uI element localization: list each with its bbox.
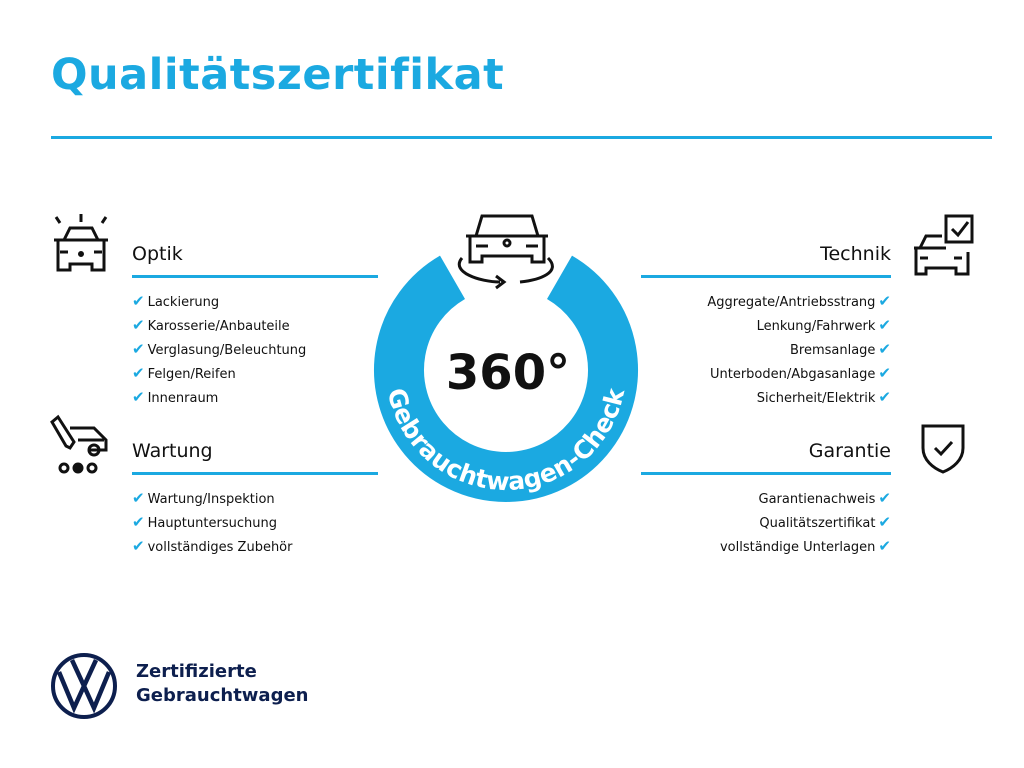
check-icon: ✔	[878, 292, 891, 310]
section-optik: Optik ✔ Lackierung ✔ Karosserie/Anbauteile…	[132, 243, 378, 412]
list-item: ✔ Lackierung	[132, 292, 220, 310]
check-icon: ✔	[878, 340, 891, 358]
check-icon: ✔	[132, 316, 145, 334]
list-item: vollständige Unterlagen ✔	[719, 537, 891, 555]
list-item: Qualitätszertifikat ✔	[759, 513, 891, 531]
vw-logo	[51, 653, 117, 719]
check-icon: ✔	[878, 513, 891, 531]
list-item: ✔ vollständiges Zubehör	[132, 537, 293, 555]
list-item: Unterboden/Abgasanlage ✔	[709, 364, 891, 382]
check-icon: ✔	[878, 316, 891, 334]
car-lights-icon	[54, 214, 108, 272]
check-icon: ✔	[132, 388, 145, 406]
check-icon: ✔	[132, 292, 145, 310]
section-heading: Optik	[132, 243, 183, 265]
check-icon: ✔	[132, 364, 145, 382]
brand-line-1: Zertifizierte	[136, 661, 257, 682]
list-item: ✔ Felgen/Reifen	[132, 364, 236, 382]
list-item: ✔ Karosserie/Anbauteile	[132, 316, 290, 334]
section-wartung: Wartung ✔ Wartung/Inspektion ✔ Hauptunters…	[132, 440, 378, 561]
list-item: Bremsanlage ✔	[789, 340, 891, 358]
brand-text: Zertifizierte Gebrauchtwagen	[136, 660, 308, 708]
section-divider	[132, 275, 378, 278]
list-item: ✔ Innenraum	[132, 388, 219, 406]
section-technik: Technik Aggregate/Antriebsstrang ✔ Lenkun…	[641, 243, 891, 412]
car-checklist-icon	[914, 214, 974, 276]
badge-value: 360°	[446, 345, 570, 401]
list-item: ✔ Wartung/Inspektion	[132, 489, 275, 507]
list-item: Sicherheit/Elektrik ✔	[756, 388, 891, 406]
section-heading: Wartung	[132, 440, 213, 462]
badge-ring	[374, 255, 638, 502]
check-icon: ✔	[132, 489, 145, 507]
section-divider	[132, 472, 378, 475]
list-item: Aggregate/Antriebsstrang ✔	[707, 292, 891, 310]
list-item: Garantienachweis ✔	[758, 489, 891, 507]
check-icon: ✔	[132, 513, 145, 531]
section-heading: Garantie	[808, 440, 891, 462]
list-item: ✔ Verglasung/Beleuchtung	[132, 340, 307, 358]
check-icon: ✔	[132, 340, 145, 358]
brand-line-2: Gebrauchtwagen	[136, 685, 309, 706]
section-garantie: Garantie Garantienachweis ✔ Qualitätszert…	[641, 440, 891, 561]
section-divider	[641, 275, 891, 278]
page-title: Qualitätszertifikat	[51, 50, 505, 100]
section-divider	[641, 472, 891, 475]
list-item: Lenkung/Fahrwerk ✔	[756, 316, 891, 334]
title-divider	[51, 136, 992, 139]
check-icon: ✔	[132, 537, 145, 555]
service-van-icon	[50, 414, 108, 474]
list-item: ✔ Hauptuntersuchung	[132, 513, 277, 531]
check-icon: ✔	[878, 537, 891, 555]
rotating-car-icon	[457, 214, 554, 290]
check-icon: ✔	[878, 388, 891, 406]
check-icon: ✔	[878, 364, 891, 382]
section-heading: Technik	[820, 243, 891, 265]
check-icon: ✔	[878, 489, 891, 507]
shield-check-icon	[921, 424, 965, 474]
